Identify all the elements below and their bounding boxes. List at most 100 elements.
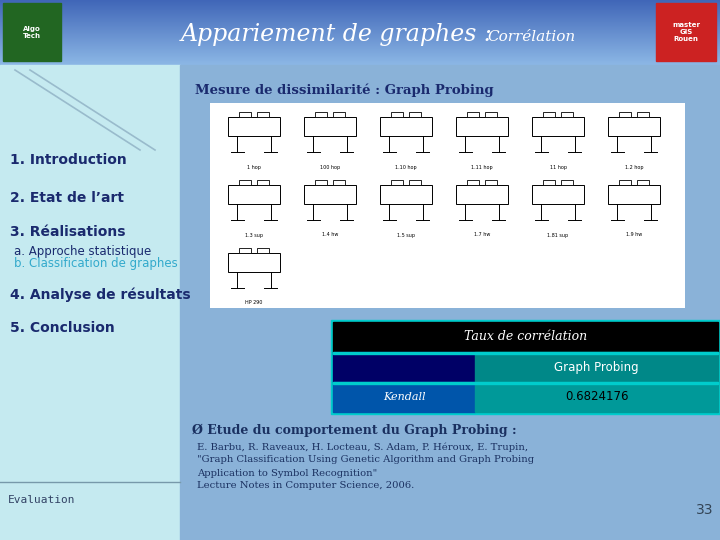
Bar [0,20,720,21]
Text: 2. Etat de l’art: 2. Etat de l’art [10,191,124,205]
Bar [392,180,403,185]
Bar [656,3,716,61]
Bar [544,180,555,185]
Bar [0,13,720,14]
Bar [475,382,718,412]
Bar [409,112,420,117]
Bar [333,352,475,382]
Text: 1.2 hop: 1.2 hop [625,165,643,170]
Text: 3. Réalisations: 3. Réalisations [10,225,125,239]
Bar [392,112,403,117]
Text: 1.81 sup: 1.81 sup [547,233,569,238]
Bar [333,180,345,185]
Bar [3,3,61,61]
Bar [0,48,720,49]
Bar [331,320,720,414]
Bar [0,55,720,56]
Bar [333,112,345,117]
Bar [240,248,251,253]
Bar [240,112,251,117]
Bar [0,4,720,5]
Bar [333,352,718,354]
Bar [0,21,720,22]
Text: Ø Etude du comportement du Graph Probing :: Ø Etude du comportement du Graph Probing… [192,423,517,437]
Bar [0,32,720,33]
Text: 33: 33 [696,503,714,517]
Bar [257,248,269,253]
Bar [0,22,720,23]
Text: Application to Symbol Recognition": Application to Symbol Recognition" [197,469,377,477]
Text: 1.9 hw: 1.9 hw [626,233,642,238]
Bar [0,40,720,41]
Bar [0,26,720,27]
Text: 0.6824176: 0.6824176 [565,390,629,403]
Text: Lecture Notes in Computer Science, 2006.: Lecture Notes in Computer Science, 2006. [197,482,414,490]
Bar [0,23,720,24]
Bar [0,29,720,30]
Bar [0,42,720,43]
Bar [0,44,720,45]
Bar [0,43,720,44]
Bar [0,30,720,31]
Bar [0,56,720,57]
Bar [0,37,720,38]
Bar [0,62,720,63]
Bar [456,117,508,136]
Bar [0,2,720,3]
Bar [608,117,660,136]
Bar [0,36,720,37]
Bar [0,34,720,35]
Text: master
GIS
Rouen: master GIS Rouen [672,22,700,42]
Text: a. Approche statistique: a. Approche statistique [14,245,151,258]
Bar [210,103,685,308]
Bar [0,31,720,32]
Bar [0,51,720,52]
Text: 1.3 sup: 1.3 sup [245,233,263,238]
Bar [485,180,497,185]
Bar [0,46,720,47]
Bar [0,8,720,9]
Bar [0,50,720,51]
Text: HP 290: HP 290 [246,300,263,306]
Bar [0,35,720,36]
Bar [315,180,327,185]
Text: Appariement de graphes :: Appariement de graphes : [180,23,500,45]
Bar [0,10,720,11]
Text: 1.4 hw: 1.4 hw [322,233,338,238]
Text: Corrélation: Corrélation [487,30,575,44]
Bar [228,253,280,272]
Bar [475,352,718,382]
Bar [0,28,720,29]
Bar [0,27,720,28]
Text: "Graph Classification Using Genetic Algorithm and Graph Probing: "Graph Classification Using Genetic Algo… [197,456,534,464]
Bar [456,185,508,204]
Text: Evaluation: Evaluation [8,495,76,505]
Bar [257,180,269,185]
Bar [0,19,720,20]
Bar [0,25,720,26]
Bar [532,117,584,136]
Bar [0,33,720,34]
Bar [333,382,718,384]
Text: 1.11 hop: 1.11 hop [471,165,492,170]
Bar [0,63,720,64]
Bar [0,64,720,65]
Bar [608,185,660,204]
Bar [0,41,720,42]
Bar [0,17,720,18]
Text: 1.10 hop: 1.10 hop [395,165,417,170]
Bar [304,117,356,136]
Bar [333,382,475,412]
Bar [0,38,720,39]
Bar [544,112,555,117]
Bar [0,14,720,15]
Bar [0,60,720,61]
Bar [0,57,720,58]
Bar [228,185,280,204]
Bar [180,65,720,540]
Bar [333,322,718,352]
Bar [0,9,720,10]
Bar [0,39,720,40]
Bar [240,180,251,185]
Bar [619,180,631,185]
